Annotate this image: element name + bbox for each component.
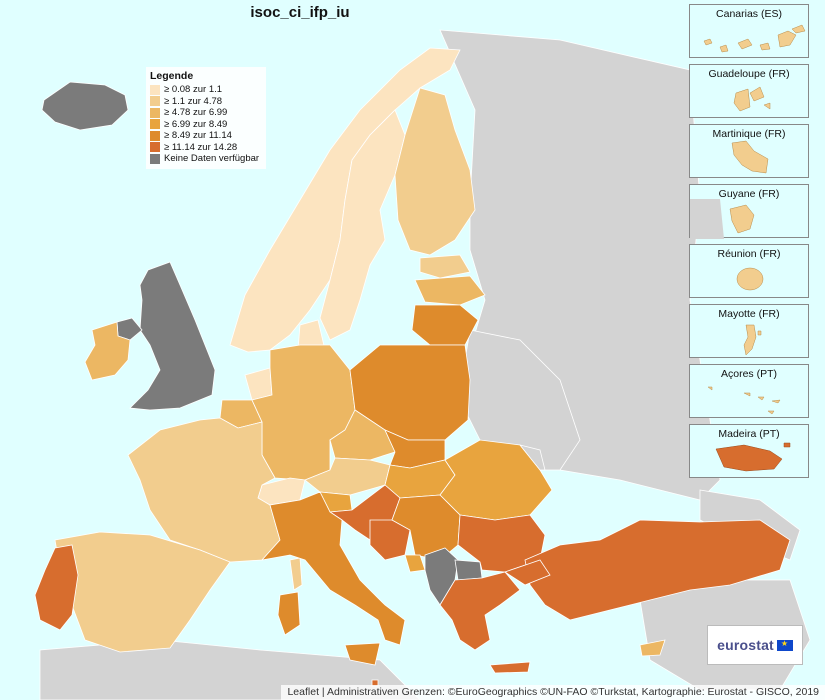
legend-label: ≥ 0.08 zur 1.1 [164, 84, 223, 96]
inset-shape [690, 199, 755, 239]
region-corsica [289, 557, 303, 591]
legend-label: ≥ 6.99 zur 8.49 [164, 118, 228, 130]
region-sardinia [277, 591, 301, 636]
legend-title: Legende [150, 70, 194, 82]
legend-swatch [150, 119, 160, 130]
logo-text: eurostat [717, 637, 774, 653]
inset-label: Guadeloupe (FR) [708, 68, 790, 80]
map-attribution[interactable]: Leaflet | Administrativen Grenzen: ©Euro… [281, 685, 825, 700]
inset-madeira[interactable]: Madeira (PT) [689, 424, 809, 478]
inset-shape [715, 442, 791, 472]
eurostat-logo: eurostat [707, 625, 803, 665]
inset-canarias[interactable]: Canarias (ES) [689, 4, 809, 58]
legend-item: ≥ 6.99 zur 8.49 [150, 119, 262, 131]
region-portugal [34, 544, 79, 631]
inset-shape [743, 324, 762, 356]
inset-label: Guyane (FR) [718, 188, 780, 200]
inset-shape [703, 24, 806, 53]
region-cyprus [639, 639, 666, 657]
inset-shape [733, 86, 771, 112]
legend-swatch [150, 142, 160, 153]
eu-flag-icon [776, 639, 793, 651]
legend-item: ≥ 0.08 zur 1.1 [150, 84, 262, 96]
region-italy [260, 491, 406, 646]
inset-reunion[interactable]: Réunion (FR) [689, 244, 809, 298]
map-title: isoc_ci_ifp_iu [250, 4, 350, 21]
inset-guyane[interactable]: Guyane (FR) [689, 184, 809, 239]
inset-label: Mayotte (FR) [718, 308, 780, 320]
inset-label: Madeira (PT) [718, 428, 780, 440]
legend-item: ≥ 4.78 zur 6.99 [150, 107, 262, 119]
inset-label: Canarias (ES) [716, 8, 782, 20]
inset-guadeloupe[interactable]: Guadeloupe (FR) [689, 64, 809, 118]
legend-swatch [150, 153, 160, 164]
legend-swatch [150, 107, 160, 118]
inset-label: Martinique (FR) [712, 128, 786, 140]
legend-swatch [150, 84, 160, 95]
region-sicily [344, 642, 381, 666]
region-finland [394, 87, 476, 256]
inset-acores[interactable]: Açores (PT) [689, 364, 809, 418]
legend-label: ≥ 4.78 zur 6.99 [164, 107, 228, 119]
legend-item: ≥ 1.1 zur 4.78 [150, 96, 262, 108]
region-ireland [84, 321, 131, 381]
region-sweden [319, 109, 406, 341]
inset-mayotte[interactable]: Mayotte (FR) [689, 304, 809, 358]
region-greece [439, 571, 521, 651]
region-iceland [41, 81, 129, 131]
region-north-macedonia [454, 559, 483, 581]
legend-item: ≥ 8.49 zur 11.14 [150, 130, 262, 142]
region-crete [489, 661, 531, 674]
region-united-kingdom [129, 261, 216, 411]
inset-label: Réunion (FR) [717, 248, 781, 260]
inset-shape [707, 386, 781, 415]
region-turkey-thrace [504, 559, 551, 586]
legend: Legende ≥ 0.08 zur 1.1 ≥ 1.1 zur 4.78 ≥ … [146, 67, 266, 169]
region-estonia [419, 254, 471, 279]
legend-label: ≥ 1.1 zur 4.78 [164, 95, 223, 107]
legend-item: Keine Daten verfügbar [150, 153, 262, 165]
inset-shape [736, 267, 764, 291]
legend-label: ≥ 11.14 zur 14.28 [164, 141, 238, 153]
legend-swatch [150, 96, 160, 107]
region-moldova [518, 444, 546, 471]
region-turkey [524, 519, 791, 621]
legend-swatch [150, 130, 160, 141]
legend-label: Keine Daten verfügbar [164, 153, 260, 165]
inset-label: Açores (PT) [720, 368, 777, 380]
region-latvia [414, 275, 486, 306]
legend-item: ≥ 11.14 zur 14.28 [150, 142, 262, 154]
inset-shape [731, 140, 769, 174]
legend-label: ≥ 8.49 zur 11.14 [164, 130, 232, 142]
inset-martinique[interactable]: Martinique (FR) [689, 124, 809, 178]
